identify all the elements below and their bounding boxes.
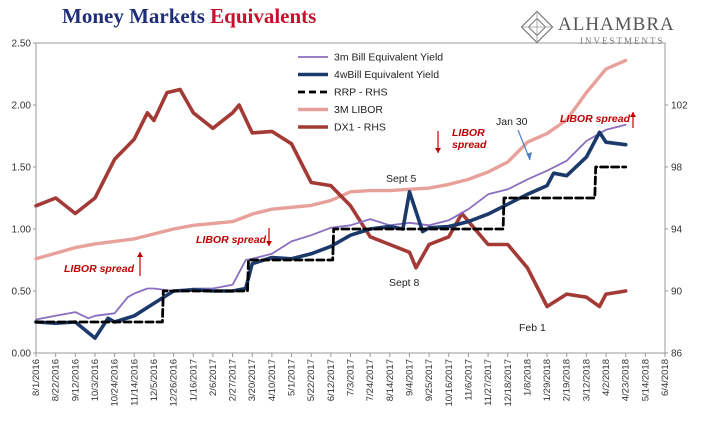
y-right-tick-label: 86: [671, 349, 683, 360]
y-left-tick-label: 1.50: [12, 163, 32, 174]
x-tick-label: 10/3/2016: [90, 359, 101, 401]
legend-label: 3M LIBOR: [334, 104, 383, 116]
x-tick-label: 4/10/2017: [267, 359, 278, 401]
logo-subtitle: INVESTMENTS: [580, 36, 665, 46]
x-tick-label: 7/24/2017: [365, 359, 376, 401]
annotation-text: LIBOR spread: [64, 263, 135, 275]
y-axis-left: 0.00 0.50 1.00 1.50 2.00 2.50: [12, 39, 36, 360]
x-tick-label: 11/14/2016: [129, 359, 140, 406]
x-tick-label: 2/6/2017: [208, 359, 219, 396]
x-tick-label: 4/23/2018: [621, 359, 632, 401]
annotation-text: LIBOR spread: [196, 234, 267, 246]
annotation-arrowhead: [137, 252, 143, 257]
annotation-text: LIBOR spread: [560, 113, 631, 125]
series-line-4: [34, 87, 628, 309]
x-tick-label: 5/14/2018: [640, 359, 651, 401]
annotation-line: spread: [452, 139, 487, 151]
annotation-line: LIBOR: [452, 127, 485, 139]
y-left-tick-label: 0.00: [12, 349, 32, 360]
series-line-3: [34, 58, 628, 261]
annotation-text: Feb 1: [519, 322, 546, 334]
series-layer: [34, 58, 628, 340]
x-tick-label: 9/25/2017: [424, 359, 435, 401]
x-tick-label: 2/19/2018: [562, 359, 573, 401]
x-tick-label: 6/4/2018: [660, 359, 671, 396]
x-tick-label: 5/1/2017: [287, 359, 298, 396]
x-tick-label: 9/12/2016: [70, 359, 81, 401]
legend-label: DX1 - RHS: [334, 122, 386, 134]
y-right-tick-label: 98: [671, 163, 683, 174]
alhambra-logo: ALHAMBRA INVESTMENTS: [520, 10, 700, 50]
y-left-tick-label: 2.50: [12, 39, 32, 50]
y-left-tick-label: 0.50: [12, 287, 32, 298]
annotation-text: LIBOR spread: [452, 127, 487, 151]
y-right-tick-label: 94: [671, 225, 683, 236]
annotation-line: Sept 5: [386, 173, 417, 185]
annotation-line: LIBOR spread: [64, 263, 135, 275]
annotation-text: Sept 8: [389, 277, 420, 289]
y-left-tick-label: 2.00: [12, 101, 32, 112]
x-tick-label: 8/22/2016: [51, 359, 62, 401]
series-line-1: [34, 130, 628, 340]
annotation-arrowhead: [630, 112, 636, 117]
x-tick-label: 8/1/2016: [31, 359, 42, 396]
x-tick-label: 12/18/2017: [503, 359, 514, 407]
y-right-tick-label: 102: [671, 101, 688, 112]
diamond-logo-icon: [520, 10, 554, 44]
x-tick-label: 1/8/2018: [522, 359, 533, 396]
legend-label: 4wBill Equivalent Yield: [334, 69, 439, 81]
annotation-line: LIBOR spread: [196, 234, 267, 246]
annotation-arrowhead: [435, 148, 441, 153]
series-line-2: [34, 165, 628, 324]
x-tick-label: 6/12/2017: [326, 359, 337, 401]
y-left-tick-label: 1.00: [12, 225, 32, 236]
x-tick-label: 12/26/2016: [169, 359, 180, 407]
x-tick-label: 5/22/2017: [306, 359, 317, 401]
title-part-red: Equivalents: [210, 4, 317, 28]
annotation-pointer-head: [526, 152, 532, 160]
x-tick-label: 3/20/2017: [247, 359, 258, 401]
x-tick-label: 8/14/2017: [385, 359, 396, 401]
x-tick-label: 11/27/2017: [483, 359, 494, 406]
y-axis-right: 86 90 94 98 102: [665, 101, 688, 360]
series-line-0: [35, 123, 627, 321]
x-tick-label: 11/6/2017: [463, 359, 474, 401]
annotation-line: Feb 1: [519, 322, 546, 334]
annotation-line: Sept 8: [389, 277, 420, 289]
x-tick-label: 1/16/2017: [188, 359, 199, 401]
annotation-text: Jan 30: [496, 116, 528, 128]
x-tick-label: 12/5/2016: [149, 359, 160, 401]
y-right-tick-label: 90: [671, 287, 683, 298]
x-tick-label: 7/3/2017: [346, 359, 357, 396]
x-tick-label: 10/24/2016: [110, 359, 121, 407]
logo-name: ALHAMBRA: [558, 14, 675, 35]
x-tick-label: 3/12/2018: [581, 359, 592, 401]
chart-title: Money Markets Equivalents: [62, 4, 316, 29]
annotation-arrowhead: [266, 241, 272, 246]
x-tick-label: 4/2/2018: [601, 359, 612, 396]
legend: 3m Bill Equivalent Yield 4wBill Equivalen…: [298, 52, 443, 134]
x-axis-ticks: 8/1/2016 8/22/2016 9/12/2016 10/3/2016 10/24…: [31, 353, 671, 407]
legend-label: RRP - RHS: [334, 87, 387, 99]
annotation-line: LIBOR spread: [560, 113, 631, 125]
x-tick-label: 2/27/2017: [228, 359, 239, 401]
legend-label: 3m Bill Equivalent Yield: [334, 52, 443, 64]
annotation-text: Sept 5: [386, 173, 417, 185]
x-tick-label: 9/4/2017: [404, 359, 415, 396]
x-tick-label: 10/16/2017: [444, 359, 455, 407]
annotation-line: Jan 30: [496, 116, 528, 128]
title-part-blue: Money Markets: [62, 4, 205, 28]
x-tick-label: 1/29/2018: [542, 359, 553, 401]
